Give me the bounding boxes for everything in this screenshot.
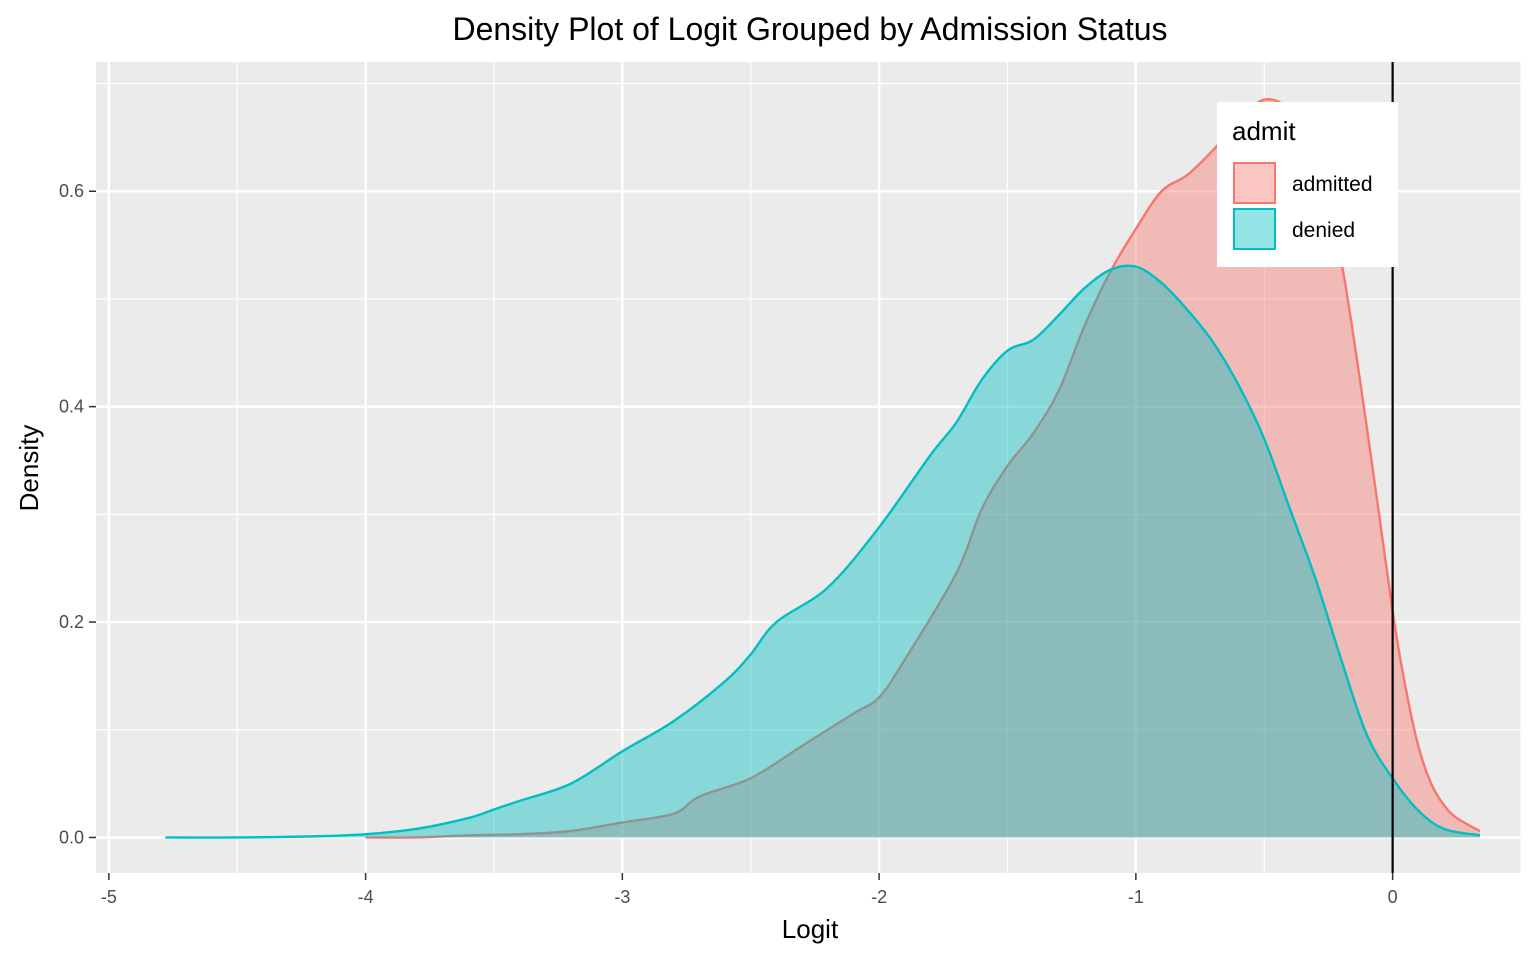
x-tick-label: -2 bbox=[871, 887, 887, 907]
y-axis-title: Density bbox=[14, 425, 44, 512]
x-tick-label: -1 bbox=[1128, 887, 1144, 907]
legend-key-denied bbox=[1233, 208, 1276, 250]
legend: admit admitted denied bbox=[1217, 102, 1398, 267]
x-axis-ticks: -5 -4 -3 -2 -1 0 bbox=[101, 873, 1398, 907]
density-line-denied bbox=[165, 264, 1481, 839]
legend-title: admit bbox=[1232, 116, 1296, 146]
y-tick-label: 0.4 bbox=[59, 397, 84, 417]
density-series bbox=[165, 98, 1481, 839]
minor-gridlines bbox=[96, 62, 1522, 873]
density-area-denied bbox=[165, 265, 1480, 838]
x-tick-label: -3 bbox=[614, 887, 630, 907]
x-tick-label: -4 bbox=[358, 887, 374, 907]
y-axis-ticks: 0.0 0.2 0.4 0.6 bbox=[59, 181, 96, 847]
x-axis-title: Logit bbox=[782, 914, 839, 944]
x-tick-label: 0 bbox=[1388, 887, 1398, 907]
density-area-admitted bbox=[365, 99, 1480, 838]
chart-title: Density Plot of Logit Grouped by Admissi… bbox=[452, 11, 1167, 47]
legend-key-bg bbox=[1233, 208, 1276, 250]
y-tick-label: 0.2 bbox=[59, 612, 84, 632]
y-tick-label: 0.6 bbox=[59, 181, 84, 201]
legend-key-bg bbox=[1233, 162, 1276, 204]
y-tick-label: 0.0 bbox=[59, 827, 84, 847]
x-tick-label: -5 bbox=[101, 887, 117, 907]
legend-label-admitted: admitted bbox=[1292, 173, 1373, 196]
density-line-admitted bbox=[365, 98, 1481, 839]
legend-label-denied: denied bbox=[1292, 219, 1355, 242]
legend-key-admitted bbox=[1233, 162, 1276, 204]
